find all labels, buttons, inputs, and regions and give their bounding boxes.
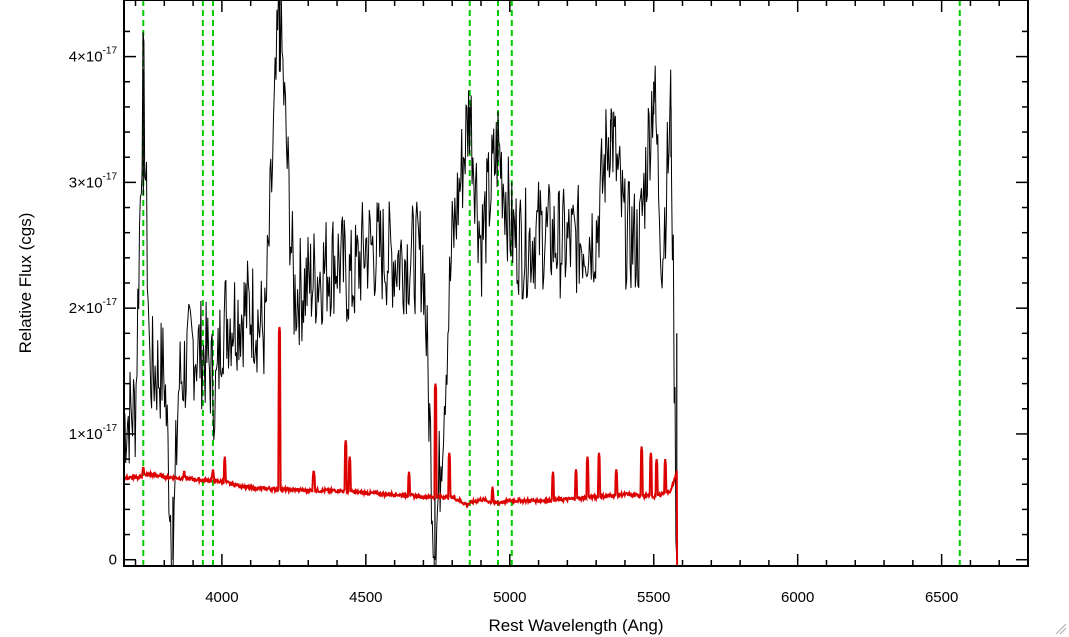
resize-grip-icon — [1055, 623, 1067, 635]
y-tick-label: 1×10-17 — [69, 423, 118, 443]
y-tick-label: 3×10-17 — [69, 171, 118, 191]
axis-ticks — [124, 0, 1029, 566]
y-tick-label: 2×10-17 — [69, 297, 118, 317]
y-tick-label: 4×10-17 — [69, 46, 118, 66]
x-axis-label: Rest Wavelength (Ang) — [488, 616, 663, 635]
x-tick-label: 6000 — [781, 589, 814, 606]
x-tick-label: 4500 — [349, 589, 382, 606]
y-tick-labels: 0 1×10-17 2×10-17 3×10-17 4×10-17 — [69, 46, 118, 569]
y-axis-label: Relative Flux (cgs) — [16, 213, 35, 354]
x-tick-label: 5500 — [637, 589, 670, 606]
x-tick-label: 4000 — [205, 589, 238, 606]
x-tick-label: 6500 — [925, 589, 958, 606]
model-spectrum-line — [124, 326, 1028, 566]
x-tick-labels: 4000 4500 5000 5500 6000 6500 — [205, 589, 958, 606]
plot-area — [124, 0, 1028, 566]
y-tick-label: 0 — [109, 552, 117, 569]
observed-spectrum-line — [124, 0, 678, 566]
x-tick-label: 5000 — [493, 589, 526, 606]
